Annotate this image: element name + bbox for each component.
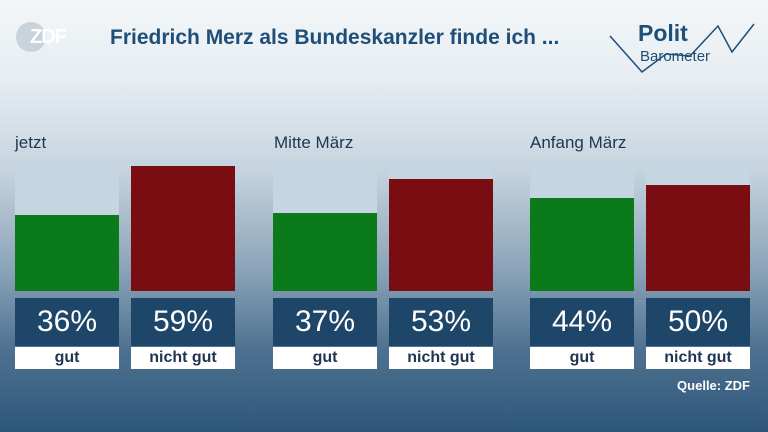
value-label-nicht-gut-anfang-maerz: 50% [646, 298, 750, 346]
bar-fill [15, 214, 119, 291]
group-label-mitte-maerz: Mitte März [274, 133, 354, 152]
category-label-nicht-gut: nicht gut [646, 347, 750, 369]
politbarometer-logo: Polit Barometer [606, 14, 756, 76]
category-label-gut: gut [273, 347, 377, 369]
category-label-gut: gut [530, 347, 634, 369]
zdf-logo-circle [16, 22, 46, 52]
group-label-anfang-maerz: Anfang März [530, 133, 627, 152]
bar-gut-jetzt [15, 160, 119, 291]
bar-gut-mitte-maerz [273, 160, 377, 291]
bar-fill [646, 185, 750, 291]
category-label-nicht-gut: nicht gut [131, 347, 235, 369]
zdf-logo: ZDF [16, 22, 80, 52]
bar-fill [530, 198, 634, 291]
value-label-nicht-gut-jetzt: 59% [131, 298, 235, 346]
bar-nicht-gut-jetzt [131, 160, 235, 291]
chart-title: Friedrich Merz als Bundeskanzler finde i… [110, 26, 560, 49]
value-label-gut-jetzt: 36% [15, 298, 119, 346]
group-label-jetzt: jetzt [15, 133, 47, 152]
source-note: Quelle: ZDF [677, 378, 750, 393]
value-label-gut-anfang-maerz: 44% [530, 298, 634, 346]
bar-fill [131, 166, 235, 291]
zdf-logo-text: ZDF [30, 26, 67, 48]
bar-fill [273, 212, 377, 291]
category-label-gut: gut [15, 347, 119, 369]
politbarometer-logo-polit: Polit [638, 20, 688, 46]
bar-nicht-gut-anfang-maerz [646, 160, 750, 291]
politbarometer-line-icon [609, 23, 755, 74]
value-label-gut-mitte-maerz: 37% [273, 298, 377, 346]
category-label-nicht-gut: nicht gut [389, 347, 493, 369]
bar-gut-anfang-maerz [530, 160, 634, 291]
bar-fill [389, 179, 493, 291]
bar-nicht-gut-mitte-maerz [389, 160, 493, 291]
value-label-nicht-gut-mitte-maerz: 53% [389, 298, 493, 346]
politbarometer-logo-barometer: Barometer [640, 48, 711, 65]
